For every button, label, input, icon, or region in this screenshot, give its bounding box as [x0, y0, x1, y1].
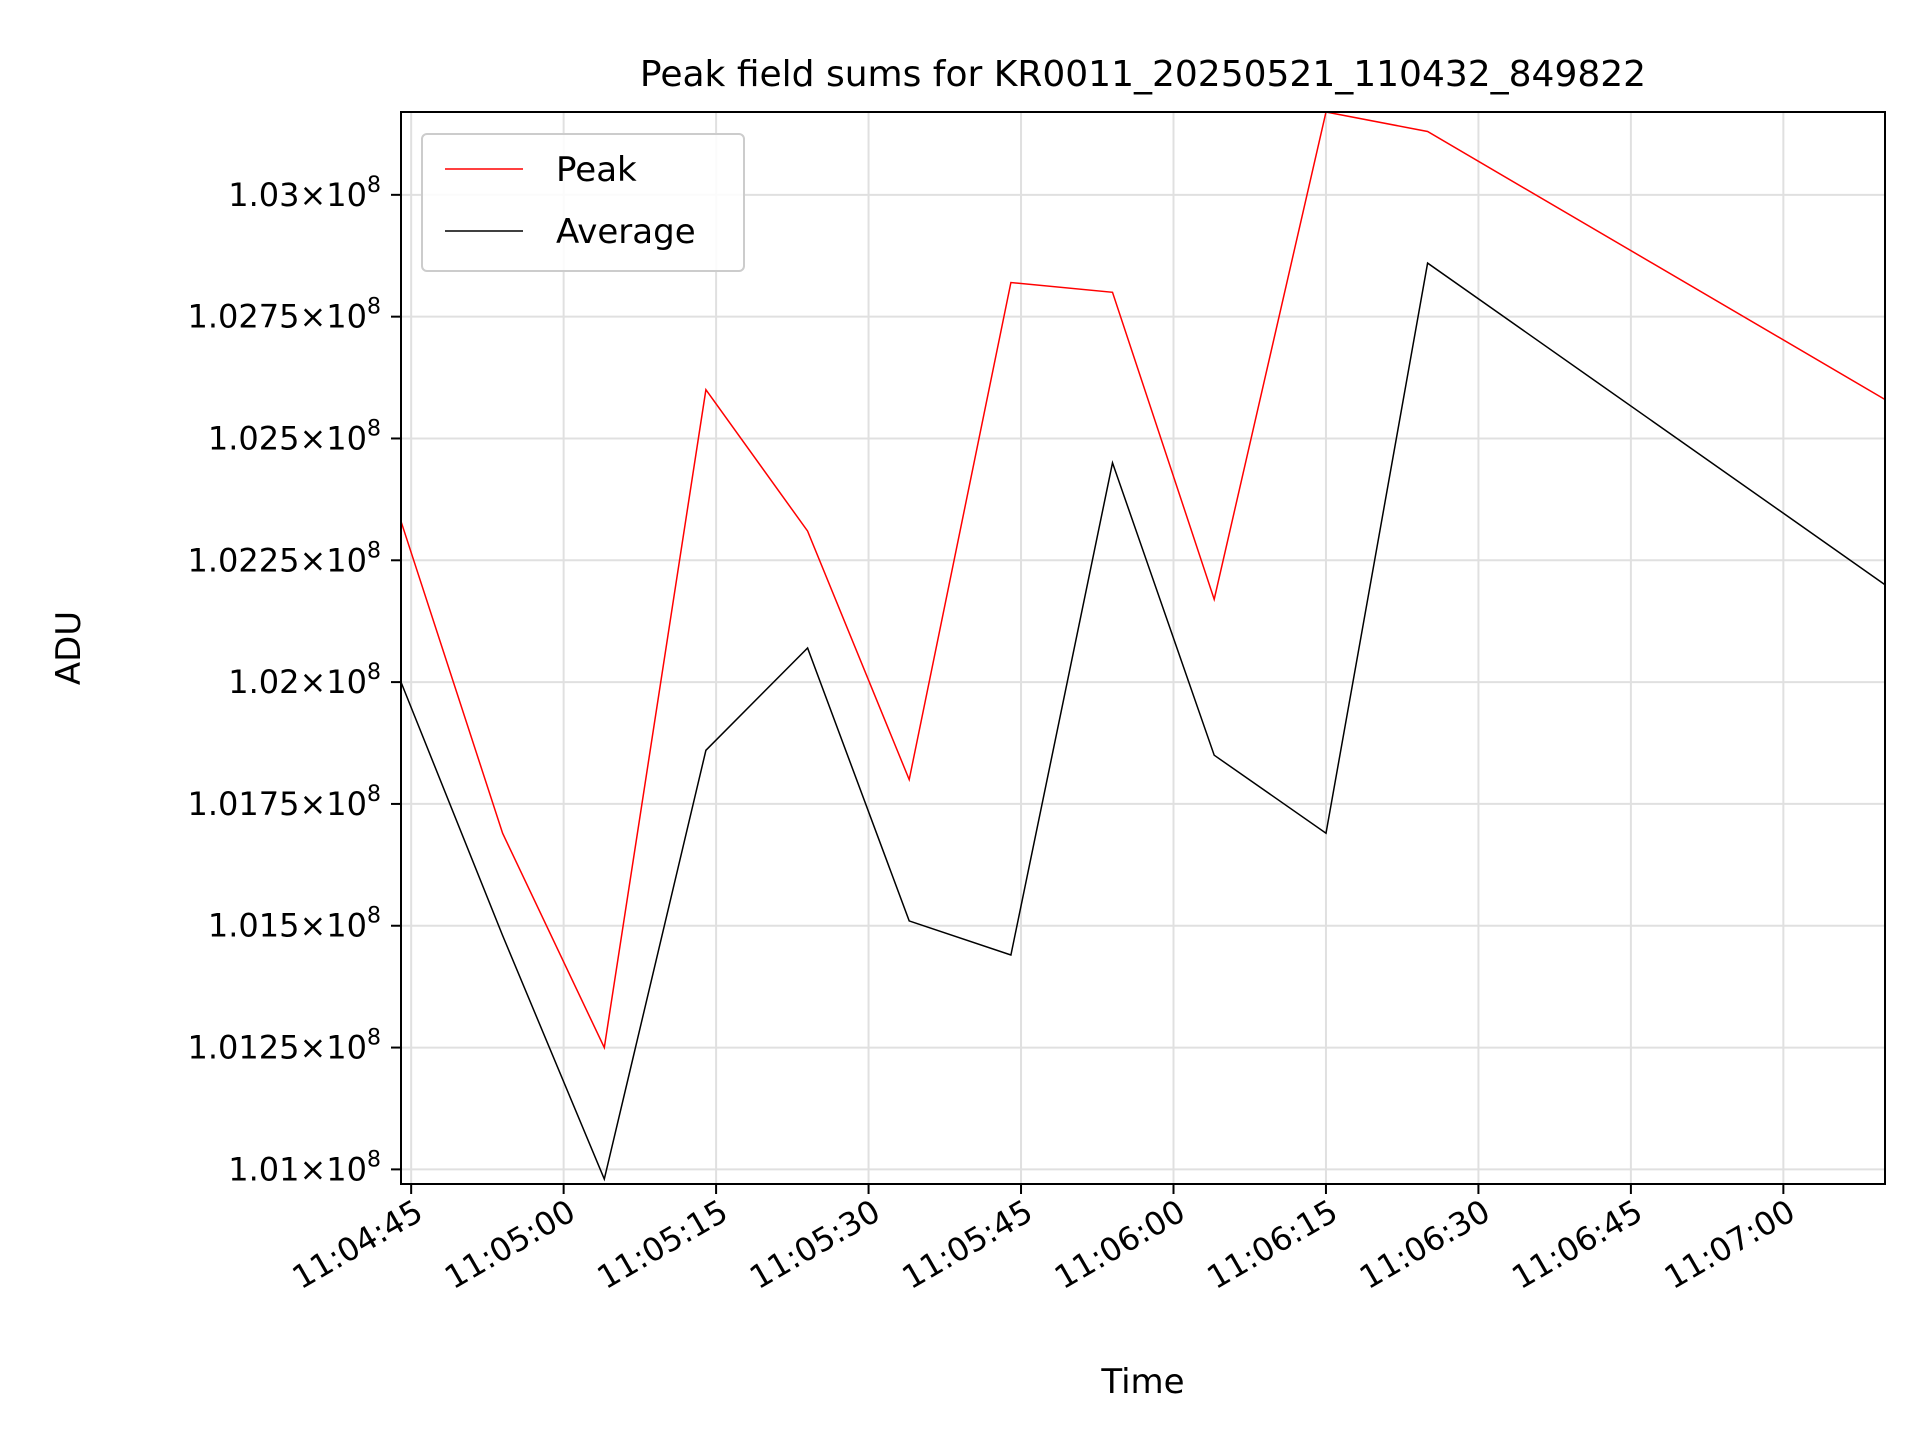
y-tick-label: 1.0125×108: [188, 1026, 382, 1067]
y-tick-label: 1.0275×108: [188, 295, 382, 336]
x-tick-label: 11:05:30: [743, 1192, 886, 1297]
x-tick-label: 11:04:45: [286, 1192, 429, 1297]
legend-peak-label: Peak: [556, 150, 637, 190]
y-tick-label: 1.03×108: [228, 173, 381, 214]
chart-title: Peak field sums for KR0011_20250521_1104…: [640, 54, 1646, 95]
plot-frame: [400, 111, 1886, 1185]
y-tick-label: 1.0225×108: [188, 538, 382, 579]
x-axis: 11:04:45 11:05:00 11:05:15 11:05:30 11:05:45…: [286, 1184, 1801, 1297]
x-axis-label: Time: [1100, 1362, 1184, 1402]
series-line-average: [400, 261, 1886, 1182]
y-tick-label: 1.025×108: [208, 416, 381, 457]
x-tick-label: 11:07:00: [1658, 1192, 1801, 1297]
y-axis: 1.01×108 1.0125×108 1.015×108 1.0175×108 1.0…: [188, 173, 401, 1188]
grid: [401, 112, 1885, 1184]
y-tick-label: 1.01×108: [228, 1147, 381, 1188]
series-line-peak: [400, 111, 1886, 1051]
series-lines: [400, 111, 1886, 1182]
y-axis-label: ADU: [49, 611, 89, 685]
x-tick-label: 11:06:45: [1505, 1192, 1648, 1297]
x-tick-label: 11:06:15: [1200, 1192, 1343, 1297]
y-tick-label: 1.02×108: [228, 660, 381, 701]
x-tick-label: 11:05:45: [896, 1192, 1039, 1297]
y-tick-label: 1.015×108: [208, 904, 381, 945]
legend: Peak Average: [421, 133, 745, 272]
x-tick-label: 11:05:15: [591, 1192, 734, 1297]
x-tick-label: 11:06:00: [1048, 1192, 1191, 1297]
x-tick-label: 11:05:00: [438, 1192, 581, 1297]
legend-average-label: Average: [556, 212, 696, 252]
x-tick-label: 11:06:30: [1353, 1192, 1496, 1297]
y-tick-label: 1.0175×108: [188, 782, 382, 823]
